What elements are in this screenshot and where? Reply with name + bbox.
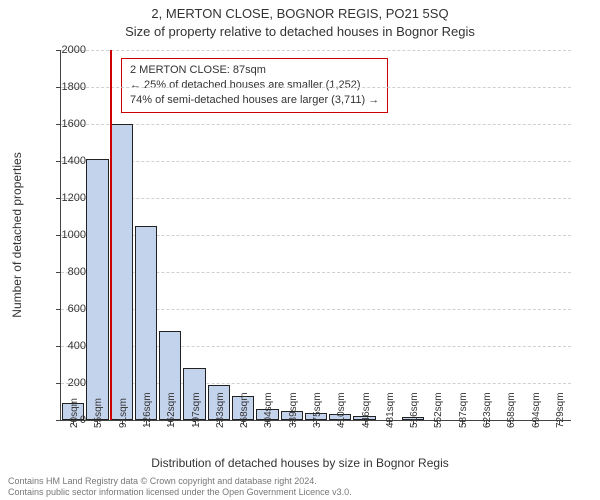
y-axis-label: Number of detached properties: [10, 152, 24, 317]
reference-line: [110, 50, 112, 420]
histogram-bar: [111, 124, 133, 420]
y-tick-label: 600: [46, 303, 86, 315]
annotation-box: 2 MERTON CLOSE: 87sqm ← 25% of detached …: [121, 58, 388, 113]
y-tick-label: 1400: [46, 155, 86, 167]
grid-line: [61, 87, 571, 88]
chart-container: 2, MERTON CLOSE, BOGNOR REGIS, PO21 5SQ …: [0, 0, 600, 500]
y-tick-label: 1800: [46, 81, 86, 93]
footer: Contains HM Land Registry data © Crown c…: [8, 476, 352, 498]
histogram-bar: [135, 226, 157, 420]
footer-line-1: Contains HM Land Registry data © Crown c…: [8, 476, 352, 487]
grid-line: [61, 198, 571, 199]
annotation-line-2: ← 25% of detached houses are smaller (1,…: [130, 78, 379, 93]
y-tick-label: 2000: [46, 44, 86, 56]
grid-line: [61, 161, 571, 162]
title-line-1: 2, MERTON CLOSE, BOGNOR REGIS, PO21 5SQ: [0, 0, 600, 22]
y-tick-label: 800: [46, 266, 86, 278]
histogram-bar: [86, 159, 108, 420]
grid-line: [61, 50, 571, 51]
x-axis-label: Distribution of detached houses by size …: [0, 456, 600, 470]
y-tick-label: 1600: [46, 118, 86, 130]
title-line-2: Size of property relative to detached ho…: [0, 22, 600, 40]
annotation-line-3: 74% of semi-detached houses are larger (…: [130, 93, 379, 108]
plot-area: 2 MERTON CLOSE: 87sqm ← 25% of detached …: [60, 50, 571, 421]
y-tick-label: 1000: [46, 229, 86, 241]
annotation-line-1: 2 MERTON CLOSE: 87sqm: [130, 63, 379, 78]
grid-line: [61, 124, 571, 125]
footer-line-2: Contains public sector information licen…: [8, 487, 352, 498]
y-tick-label: 200: [46, 377, 86, 389]
y-tick-label: 400: [46, 340, 86, 352]
y-tick-label: 1200: [46, 192, 86, 204]
y-tick-label: 0: [46, 414, 86, 426]
